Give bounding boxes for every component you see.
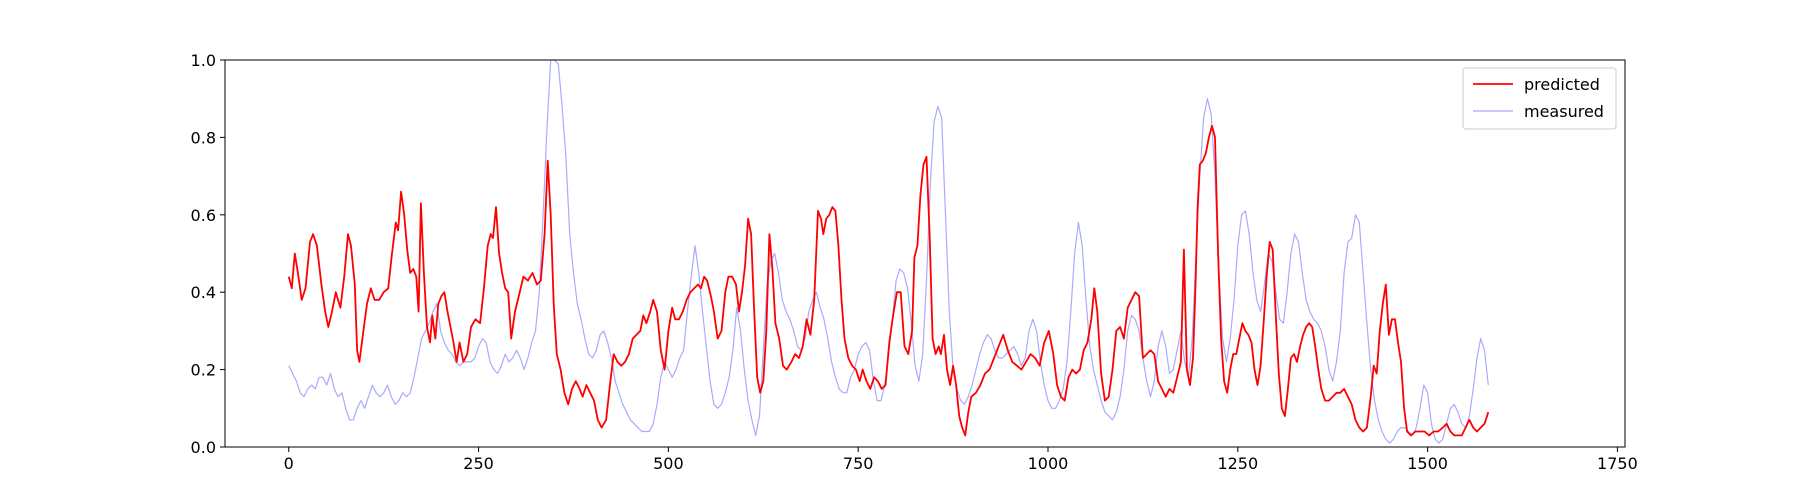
legend: predicted measured — [1462, 67, 1617, 130]
y-tick-label: 0.2 — [191, 361, 216, 380]
y-tick-label: 0.8 — [191, 128, 216, 147]
x-tick-label: 0 — [284, 454, 294, 473]
x-tick-label: 1250 — [1217, 454, 1258, 473]
plot-lines — [287, 60, 1490, 444]
legend-label-measured: measured — [1524, 102, 1604, 121]
y-tick-label: 0.0 — [191, 438, 216, 457]
x-tick-label: 500 — [653, 454, 684, 473]
y-axis: 0.0 0.2 0.4 0.6 0.8 1.0 — [191, 51, 225, 457]
x-tick-label: 750 — [843, 454, 874, 473]
plot-frame — [224, 59, 1626, 448]
y-tick-label: 1.0 — [191, 51, 216, 70]
x-axis: 0 250 500 750 1000 1250 1500 1750 — [284, 447, 1638, 473]
x-tick-label: 1750 — [1597, 454, 1638, 473]
x-tick-label: 1500 — [1407, 454, 1448, 473]
series-line-predicted — [287, 124, 1490, 437]
x-tick-label: 250 — [463, 454, 494, 473]
y-tick-label: 0.4 — [191, 283, 216, 302]
series-line-measured — [288, 60, 1489, 444]
y-tick-label: 0.6 — [191, 206, 216, 225]
legend-label-predicted: predicted — [1524, 75, 1600, 94]
x-tick-label: 1000 — [1028, 454, 1069, 473]
